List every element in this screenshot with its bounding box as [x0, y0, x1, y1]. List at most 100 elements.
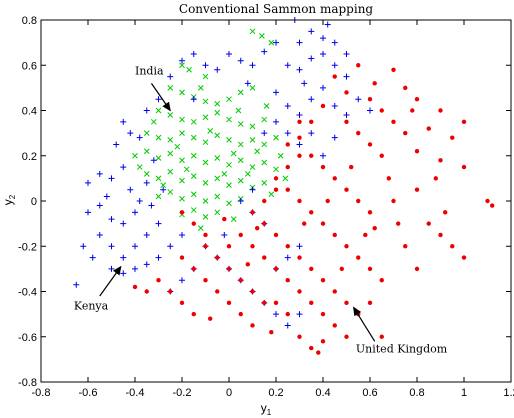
data-point-cross — [254, 148, 261, 155]
data-point-dot — [339, 266, 344, 272]
data-point-cross — [268, 191, 275, 198]
data-point-cross — [214, 100, 221, 107]
data-point-cross — [190, 118, 197, 125]
data-point-plus — [331, 134, 338, 141]
data-point-cross — [230, 150, 237, 157]
data-point-cross — [179, 116, 185, 123]
data-point-cross — [143, 130, 150, 136]
data-point-cross — [261, 159, 268, 166]
data-point-dot — [391, 119, 396, 125]
data-point-cross — [150, 118, 157, 125]
data-point-plus — [96, 231, 103, 238]
data-point-cross — [202, 213, 209, 220]
data-point-dot — [222, 216, 227, 222]
y-ticks: -0.8 -0.6 -0.4 -0.2 0 0.2 0.4 0.6 0.8 — [18, 15, 511, 389]
data-point-cross — [132, 152, 138, 159]
data-point-dot — [379, 108, 384, 113]
data-point-plus — [296, 112, 303, 119]
data-point-plus — [308, 28, 315, 35]
data-point-plus — [96, 202, 103, 209]
data-point-plus — [89, 254, 96, 261]
data-point-cross — [249, 85, 256, 91]
data-point-cross — [237, 89, 244, 96]
data-point-plus — [331, 39, 338, 46]
data-point-cross — [261, 141, 268, 148]
data-point-plus — [160, 186, 167, 193]
data-point-cross — [237, 141, 244, 148]
data-point-plus — [320, 35, 326, 42]
data-point-plus — [320, 152, 326, 159]
data-point-cross — [226, 96, 232, 103]
data-point-dot — [226, 244, 232, 249]
data-point-cross — [155, 107, 162, 114]
data-point-dot — [309, 210, 314, 215]
data-point-plus — [108, 265, 115, 272]
data-point-cross — [226, 161, 232, 168]
data-point-dot — [490, 203, 495, 208]
data-point-cross — [179, 89, 185, 96]
data-point-plus — [73, 281, 80, 288]
x-tick-label: 0 — [226, 387, 232, 399]
data-point-plus — [284, 130, 291, 137]
data-point-cross — [273, 166, 279, 173]
data-point-dot — [309, 153, 314, 158]
data-point-plus — [261, 130, 268, 137]
data-point-dot — [273, 176, 279, 181]
data-point-dot — [372, 81, 377, 86]
annotation-arrow — [150, 83, 171, 112]
data-point-dot — [320, 221, 326, 226]
data-point-cross — [202, 98, 209, 105]
data-point-dot — [344, 300, 349, 306]
data-point-plus — [249, 62, 256, 69]
data-point-dot — [461, 255, 467, 260]
data-point-dot — [208, 316, 213, 321]
data-point-cross — [183, 166, 190, 173]
data-point-dot — [356, 198, 361, 204]
data-point-dot — [191, 221, 196, 226]
data-point-dot — [309, 119, 314, 125]
data-point-plus — [284, 254, 291, 261]
data-point-cross — [202, 198, 209, 204]
data-point-dot — [269, 330, 274, 335]
data-point-cross — [190, 207, 197, 213]
data-point-plus — [308, 130, 315, 137]
data-point-dot — [297, 255, 302, 260]
data-point-plus — [80, 243, 87, 250]
data-point-cross — [179, 130, 185, 136]
data-point-dot — [414, 266, 420, 272]
data-point-dot — [262, 198, 267, 204]
data-point-dot — [273, 266, 279, 272]
data-point-plus — [331, 62, 338, 69]
data-point-dot — [215, 255, 220, 260]
data-point-cross — [249, 123, 256, 130]
data-point-plus — [113, 141, 120, 148]
data-point-plus — [120, 270, 127, 277]
data-point-cross — [261, 116, 268, 123]
data-point-dot — [250, 210, 255, 215]
data-point-cross — [226, 200, 232, 207]
data-point-plus — [226, 50, 232, 57]
annotation-label: United Kingdom — [356, 343, 448, 356]
y-tick-label: 0.4 — [22, 106, 37, 118]
y-axis-label-subscript: 2 — [8, 194, 17, 199]
data-point-dot — [309, 266, 314, 272]
data-point-plus — [273, 89, 279, 96]
data-point-dot — [285, 277, 290, 283]
y-axis-label: y2 — [1, 194, 17, 205]
data-point-plus — [120, 220, 127, 227]
data-point-dot — [215, 289, 220, 294]
data-point-plus — [296, 243, 303, 250]
data-point-cross — [244, 170, 251, 177]
x-axis-label-subscript: 1 — [267, 408, 272, 417]
data-point-cross — [136, 164, 143, 170]
data-point-dot — [285, 164, 290, 170]
data-point-cross — [167, 150, 174, 157]
data-point-dot — [250, 289, 255, 294]
data-point-dot — [344, 119, 349, 125]
x-tick-label: 1 — [461, 387, 467, 399]
data-point-cross — [237, 177, 244, 184]
data-point-plus — [143, 261, 150, 268]
data-point-dot — [285, 142, 290, 147]
data-point-dot — [273, 300, 279, 306]
